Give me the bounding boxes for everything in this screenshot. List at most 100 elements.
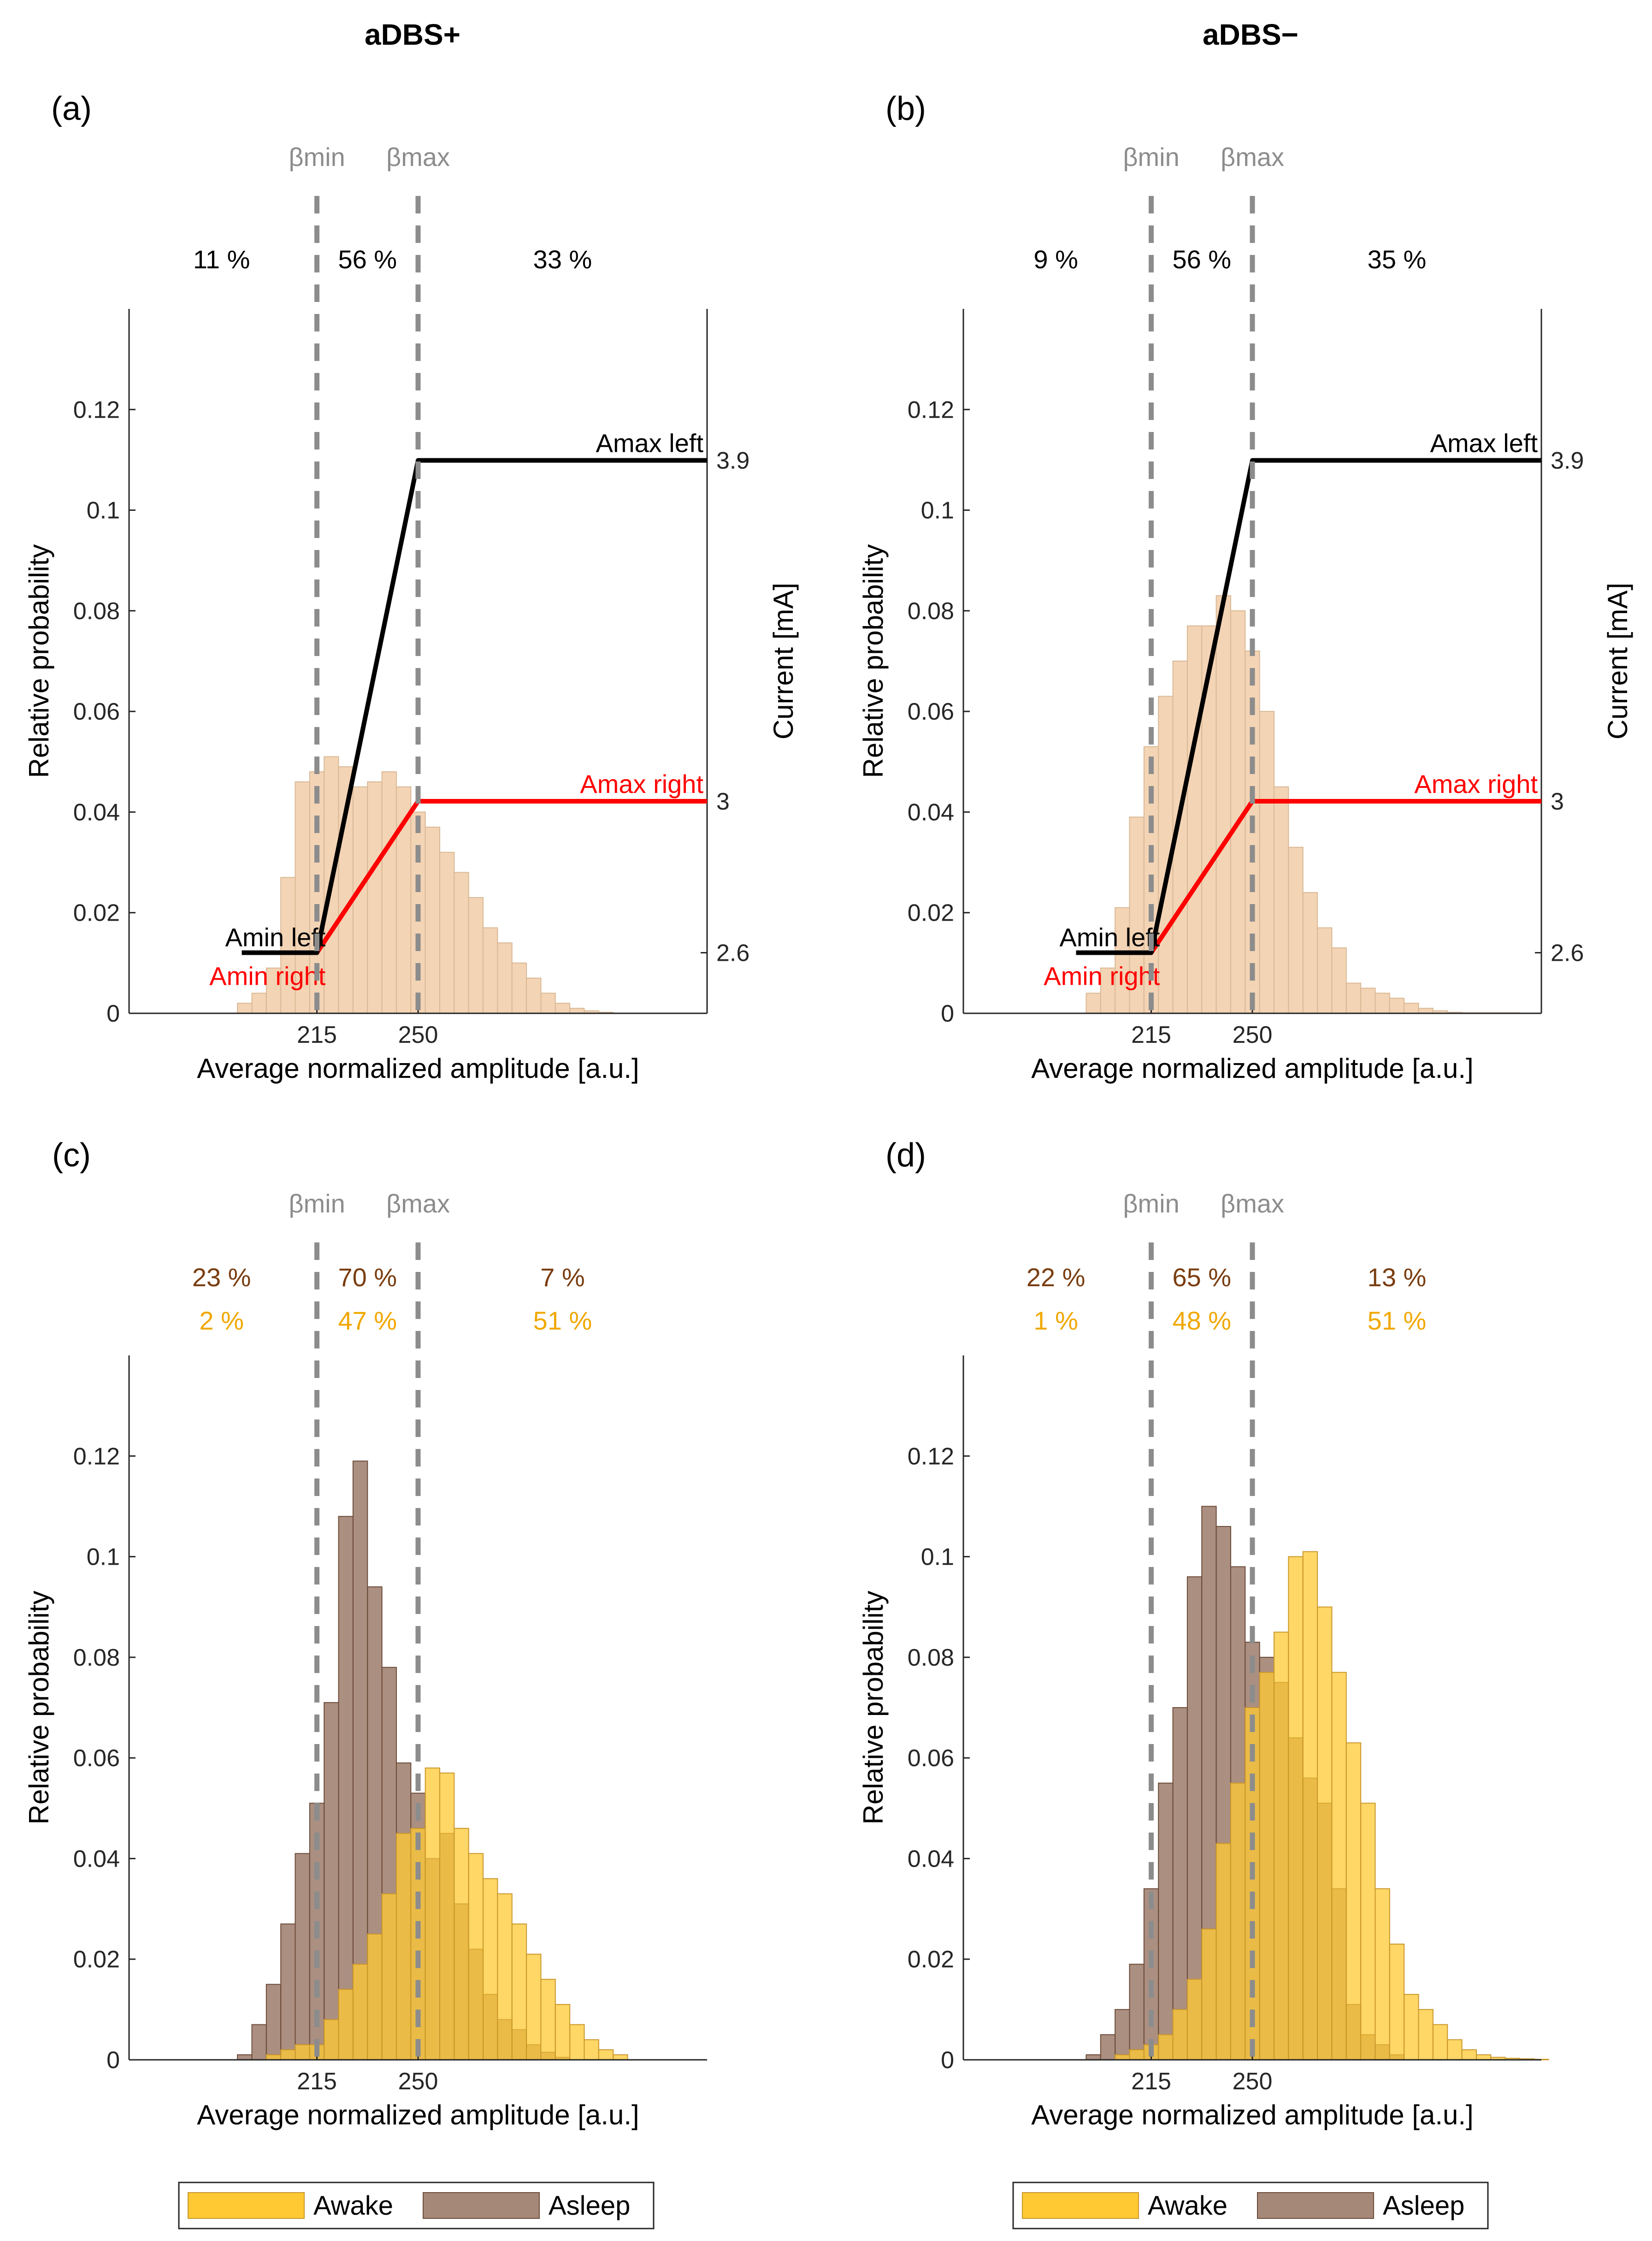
asleep-bar: [1115, 2009, 1130, 2061]
awake-bar: [367, 1934, 383, 2060]
current-tick-label: 3: [1551, 788, 1564, 815]
histogram-bar: [1288, 846, 1304, 1014]
asleep-bar: [338, 1516, 354, 2060]
histogram-bar: [1418, 1008, 1434, 1014]
panels: 0 0.02 0.04 0.06 0.08 0.1 0.12 215 250 Average no…: [24, 90, 1633, 2130]
awake-region-percentage: 1 %: [1033, 1306, 1078, 1335]
asleep-bar: [1158, 1782, 1174, 2060]
awake-bar: [381, 1893, 397, 2061]
awake-bar: [324, 2019, 339, 2061]
histogram-bar: [1274, 786, 1289, 1014]
y-axis-label: Relative probability: [858, 544, 889, 778]
legend-right: Awake Asleep: [1012, 2182, 1489, 2229]
awake-bar: [1447, 2039, 1463, 2060]
x-tick-label: 250: [1233, 2068, 1273, 2095]
histogram-bar: [1186, 625, 1203, 1014]
asleep-bar: [1100, 2034, 1116, 2060]
y-tick-label: 0.12: [73, 1443, 120, 1470]
awake-bar: [1230, 1782, 1246, 2060]
panel-d: 0 0.02 0.04 0.06 0.08 0.1 0.12 215 250 Average no…: [858, 1137, 1549, 2130]
histogram-bar: [425, 827, 441, 1014]
right-axis-label: Current [mA]: [1602, 583, 1633, 739]
panel-a: 0 0.02 0.04 0.06 0.08 0.1 0.12 215 250 Average no…: [24, 90, 799, 1084]
y-tick-label: 0.1: [921, 1544, 954, 1571]
x-axis-label: Average normalized amplitude [a.u.]: [1031, 2099, 1473, 2130]
y-tick-label: 0.08: [908, 1644, 954, 1671]
asleep-swatch: [423, 2192, 540, 2219]
x-axis-label: Average normalized amplitude [a.u.]: [197, 2099, 639, 2130]
panel-label: (c): [52, 1137, 91, 1174]
awake-bar: [352, 1963, 368, 2060]
awake-bar: [540, 1979, 556, 2061]
amax-left-line: [1076, 458, 1541, 955]
asleep-swatch: [1257, 2192, 1374, 2219]
awake-legend-label: Awake: [313, 2191, 393, 2221]
asleep-bar: [352, 1460, 368, 2061]
current-tick-label: 2.6: [716, 940, 749, 967]
histogram-bar: [1404, 1003, 1419, 1014]
awake-bar: [1288, 1556, 1304, 2060]
histogram-bar: [540, 993, 556, 1014]
asleep-region-percentage: 22 %: [1027, 1263, 1086, 1292]
histogram-bar: [251, 993, 267, 1014]
awake-region-percentage: 51 %: [1368, 1306, 1427, 1335]
y-tick-label: 0: [941, 1000, 954, 1027]
histogram-bar: [1201, 625, 1217, 1014]
y-axis-label: Relative probability: [24, 1591, 54, 1825]
right-axis-label: Current [mA]: [768, 583, 799, 739]
y-tick-label: 0.04: [73, 799, 120, 826]
beta-min-label: βmin: [289, 1189, 345, 1218]
histogram-bar: [454, 872, 469, 1014]
x-tick-label: 250: [1233, 1022, 1273, 1048]
x-axis-label: Average normalized amplitude [a.u.]: [1031, 1053, 1473, 1084]
panel-b: 0 0.02 0.04 0.06 0.08 0.1 0.12 215 250 Average no…: [858, 90, 1633, 1084]
awake-bar: [425, 1767, 441, 2060]
awake-bar: [1375, 1888, 1390, 2061]
awake-bar: [511, 1923, 527, 2061]
y-tick-label: 0.06: [908, 1745, 954, 1772]
beta-min-label: βmin: [1123, 1189, 1179, 1218]
awake-bar: [454, 1827, 469, 2060]
histogram-bar: [1389, 998, 1405, 1014]
x-tick-label: 250: [398, 2068, 438, 2095]
awake-legend-label: Awake: [1148, 2191, 1227, 2221]
awake-bar: [280, 2049, 296, 2060]
histogram-bar: [555, 1003, 571, 1014]
y-tick-label: 0.02: [908, 900, 954, 927]
histogram-bar: [468, 897, 484, 1014]
awake-bar: [613, 2054, 628, 2060]
histogram-bar: [1259, 711, 1275, 1014]
beta-max-label: βmax: [386, 1189, 450, 1218]
histogram-bar: [266, 967, 282, 1014]
histogram-bar: [526, 977, 542, 1014]
y-tick-label: 0.1: [87, 1544, 120, 1571]
awake-bar: [1215, 1843, 1231, 2060]
amin-left-label: Amin left: [1060, 923, 1160, 952]
y-tick-label: 0.06: [73, 1745, 120, 1772]
asleep-bar: [295, 1853, 310, 2060]
asleep-bar: [266, 1984, 282, 2061]
asleep-bar: [280, 1923, 296, 2061]
panel-label: (b): [885, 90, 926, 127]
asleep-bar: [1172, 1707, 1188, 2060]
y-tick-label: 0: [106, 1000, 120, 1027]
asleep-bar: [324, 1702, 339, 2060]
y-tick-label: 0.04: [908, 1845, 954, 1872]
histogram-bar: [381, 771, 397, 1014]
awake-bar: [395, 1833, 412, 2061]
awake-bar: [1274, 1632, 1289, 2061]
awake-bar: [1158, 2034, 1174, 2060]
awake-bar: [1201, 1928, 1217, 2060]
region-percentage: 56 %: [338, 245, 397, 274]
awake-bar: [1418, 2009, 1434, 2061]
amax-right-label: Amax right: [1414, 769, 1538, 798]
histogram-bar: [1375, 993, 1390, 1014]
awake-bar: [266, 2054, 282, 2060]
awake-region-percentage: 47 %: [338, 1306, 397, 1335]
beta-min-label: βmin: [1123, 142, 1179, 171]
histogram-bar: [1331, 947, 1347, 1014]
awake-bar: [1129, 2049, 1145, 2060]
panel-c: 0 0.02 0.04 0.06 0.08 0.1 0.12 215 250 Average no…: [24, 1137, 707, 2130]
x-axis-label: Average normalized amplitude [a.u.]: [197, 1053, 639, 1084]
